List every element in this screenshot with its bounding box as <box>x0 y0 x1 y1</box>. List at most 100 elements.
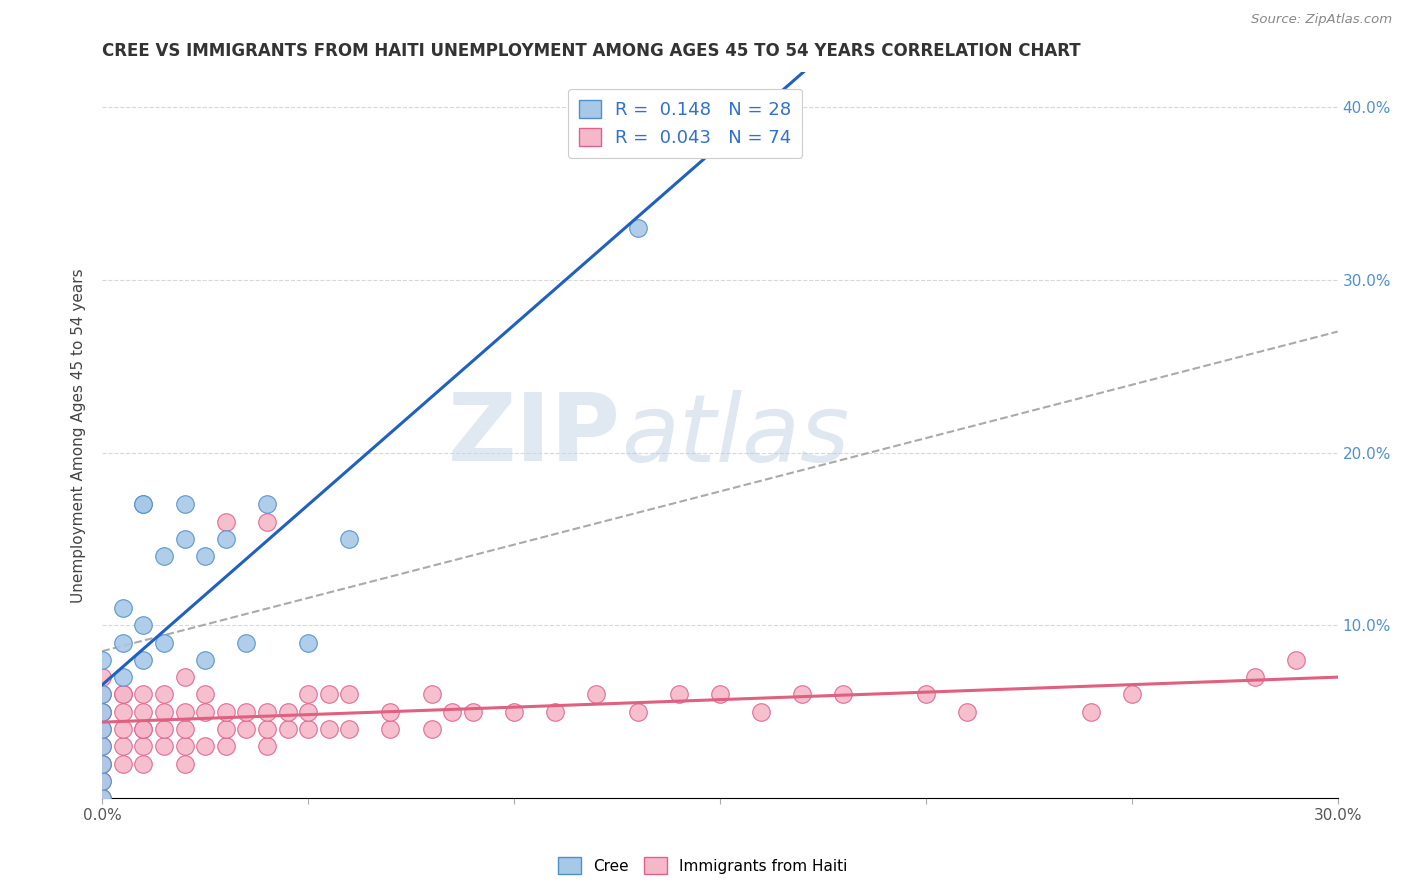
Point <box>111 739 134 754</box>
Point <box>91 739 114 754</box>
Point <box>132 653 155 667</box>
Point <box>173 739 195 754</box>
Point <box>626 221 648 235</box>
Point <box>380 722 402 736</box>
Point <box>256 739 278 754</box>
Point <box>256 705 278 719</box>
Point <box>132 756 155 771</box>
Point <box>276 722 298 736</box>
Point <box>153 739 176 754</box>
Point <box>668 135 690 149</box>
Point <box>194 549 217 564</box>
Point <box>111 756 134 771</box>
Point <box>337 722 360 736</box>
Point <box>256 497 278 511</box>
Point <box>91 791 114 805</box>
Point <box>111 705 134 719</box>
Point <box>111 687 134 701</box>
Point <box>297 705 319 719</box>
Point <box>111 635 134 649</box>
Point <box>1121 687 1143 701</box>
Point <box>132 722 155 736</box>
Point <box>235 705 257 719</box>
Point <box>256 722 278 736</box>
Point <box>173 756 195 771</box>
Point <box>215 515 238 529</box>
Y-axis label: Unemployment Among Ages 45 to 54 years: Unemployment Among Ages 45 to 54 years <box>72 268 86 603</box>
Point <box>153 705 176 719</box>
Point <box>1285 653 1308 667</box>
Point <box>91 791 114 805</box>
Point <box>215 532 238 546</box>
Point <box>132 739 155 754</box>
Point <box>235 635 257 649</box>
Point <box>173 670 195 684</box>
Point <box>132 497 155 511</box>
Point <box>91 739 114 754</box>
Point <box>91 722 114 736</box>
Point <box>318 687 340 701</box>
Point <box>153 635 176 649</box>
Text: Source: ZipAtlas.com: Source: ZipAtlas.com <box>1251 13 1392 27</box>
Point <box>749 705 772 719</box>
Point <box>111 687 134 701</box>
Point <box>235 722 257 736</box>
Point <box>91 773 114 788</box>
Point <box>337 687 360 701</box>
Point <box>318 722 340 736</box>
Point <box>215 722 238 736</box>
Point <box>132 497 155 511</box>
Point <box>91 705 114 719</box>
Point <box>91 670 114 684</box>
Point <box>337 532 360 546</box>
Point <box>153 722 176 736</box>
Point <box>111 670 134 684</box>
Point <box>194 653 217 667</box>
Point <box>194 687 217 701</box>
Point <box>668 687 690 701</box>
Point <box>173 497 195 511</box>
Point <box>1080 705 1102 719</box>
Point <box>832 687 855 701</box>
Text: ZIP: ZIP <box>449 389 621 482</box>
Point <box>91 756 114 771</box>
Point <box>585 687 607 701</box>
Point <box>297 687 319 701</box>
Point <box>792 687 814 701</box>
Point <box>91 705 114 719</box>
Point <box>297 635 319 649</box>
Legend: R =  0.148   N = 28, R =  0.043   N = 74: R = 0.148 N = 28, R = 0.043 N = 74 <box>568 88 803 158</box>
Point <box>91 756 114 771</box>
Point <box>91 756 114 771</box>
Point <box>441 705 464 719</box>
Point <box>194 739 217 754</box>
Point <box>276 705 298 719</box>
Legend: Cree, Immigrants from Haiti: Cree, Immigrants from Haiti <box>553 851 853 880</box>
Point <box>626 705 648 719</box>
Point <box>420 687 443 701</box>
Point <box>503 705 526 719</box>
Point <box>709 687 731 701</box>
Text: CREE VS IMMIGRANTS FROM HAITI UNEMPLOYMENT AMONG AGES 45 TO 54 YEARS CORRELATION: CREE VS IMMIGRANTS FROM HAITI UNEMPLOYME… <box>103 42 1081 60</box>
Point <box>91 653 114 667</box>
Point <box>132 722 155 736</box>
Point <box>132 687 155 701</box>
Point <box>153 687 176 701</box>
Point <box>215 705 238 719</box>
Point <box>256 515 278 529</box>
Point <box>215 739 238 754</box>
Point <box>173 532 195 546</box>
Point <box>297 722 319 736</box>
Point <box>91 722 114 736</box>
Point <box>173 722 195 736</box>
Point <box>91 705 114 719</box>
Point <box>420 722 443 736</box>
Point <box>91 773 114 788</box>
Point <box>91 687 114 701</box>
Point <box>132 705 155 719</box>
Point <box>111 601 134 615</box>
Point <box>380 705 402 719</box>
Point <box>153 549 176 564</box>
Point <box>91 687 114 701</box>
Point <box>956 705 979 719</box>
